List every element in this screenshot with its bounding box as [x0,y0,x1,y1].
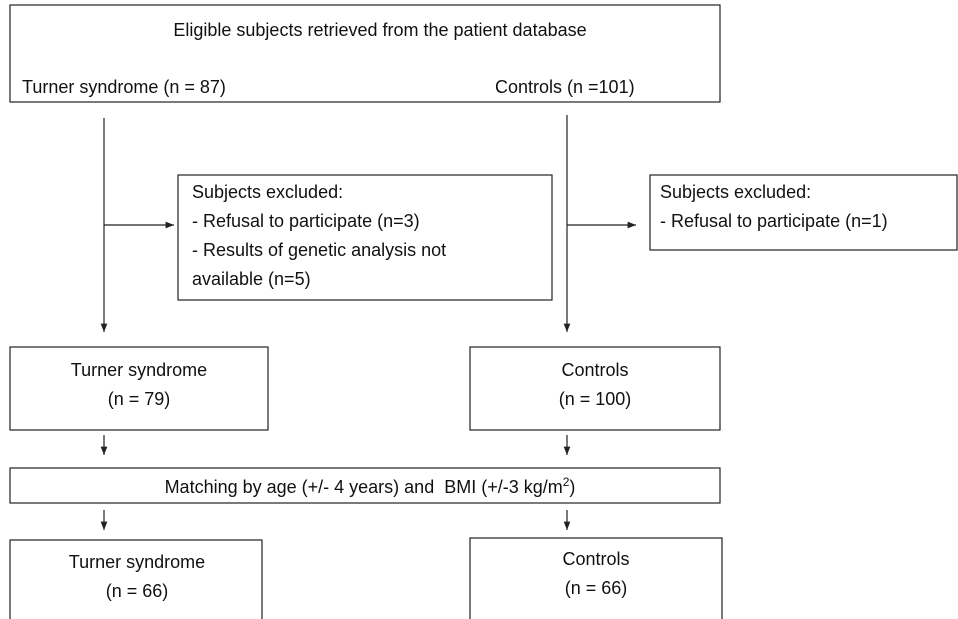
excluded-right-line: Subjects excluded: [660,182,811,202]
turner-line: Turner syndrome [71,360,207,380]
top-right: Controls (n =101) [495,77,635,97]
controls-box [469,346,721,431]
excluded-left-line: Subjects excluded: [192,182,343,202]
excluded-left-line: - Results of genetic analysis not [192,240,446,260]
matching-superscript: 2 [563,475,570,489]
matching-box [9,467,721,504]
matching-part: Matching by age (+/- 4 years) and BMI (+… [165,477,563,497]
top-title: Eligible subjects retrieved from the pat… [173,20,586,40]
controls-final-line: (n = 66) [565,578,628,598]
excluded-left-line: - Refusal to participate (n=3) [192,211,420,231]
controls-final-line: Controls [562,549,629,569]
excluded-left-box [177,174,553,301]
turner-final-box [9,539,263,619]
matching-part: ) [569,477,575,497]
excluded-left-line: available (n=5) [192,269,311,289]
turner-final-line: Turner syndrome [69,552,205,572]
top-left: Turner syndrome (n = 87) [22,77,226,97]
controls-line: (n = 100) [559,389,632,409]
matching-text: Matching by age (+/- 4 years) and BMI (+… [165,475,576,497]
controls-line: Controls [561,360,628,380]
top-box [9,4,721,103]
turner-line: (n = 79) [108,389,171,409]
excluded-right-line: - Refusal to participate (n=1) [660,211,888,231]
controls-final-box [469,537,723,619]
turner-final-line: (n = 66) [106,581,169,601]
turner-box [9,346,269,431]
excluded-right-box [649,174,958,251]
